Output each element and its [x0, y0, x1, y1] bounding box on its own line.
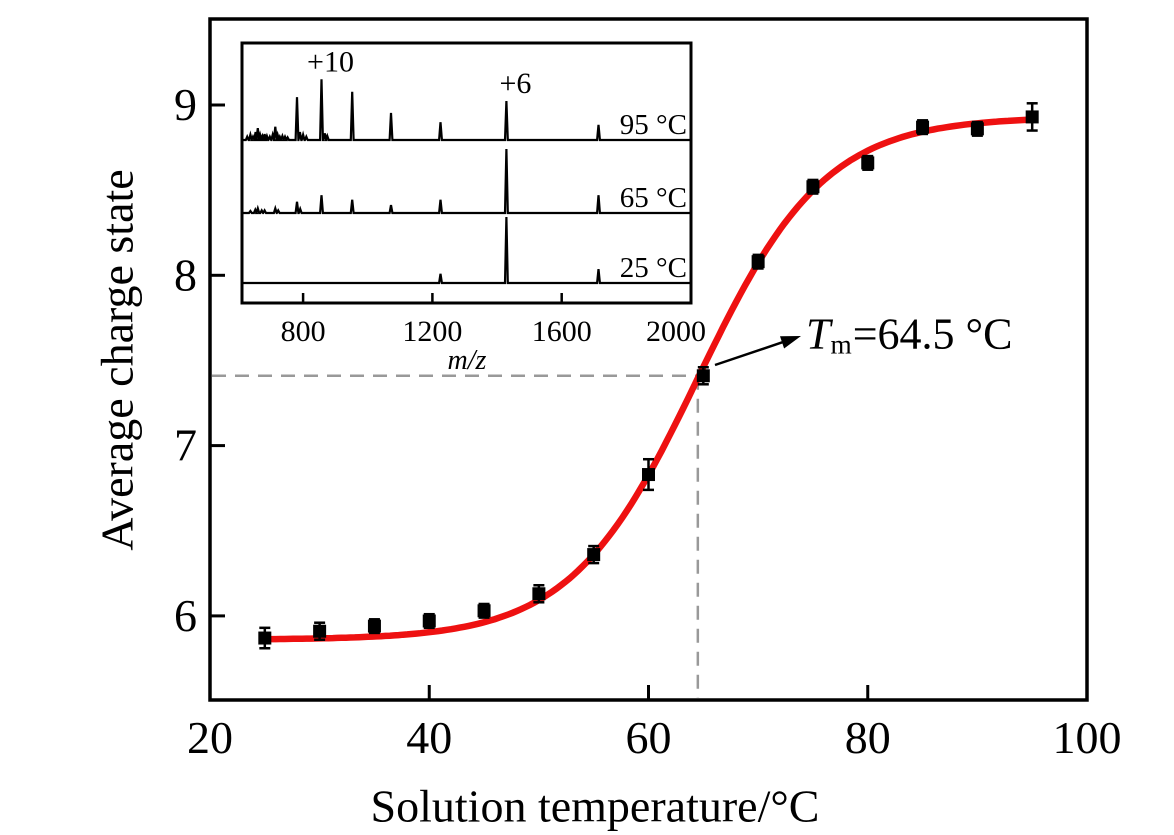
tm-symbol: T: [806, 309, 831, 359]
mass-spectrum-trace: [243, 148, 690, 215]
inset-x-tick-label: 1200: [402, 315, 462, 348]
y-tick-label: 7: [174, 420, 197, 471]
data-point-marker: [313, 624, 327, 638]
data-point-marker: [258, 631, 272, 645]
data-point-marker: [916, 120, 930, 134]
tm-value: =64.5 °C: [852, 309, 1013, 359]
mass-spectrum-trace: [243, 79, 690, 142]
x-tick-label: 20: [187, 712, 233, 763]
y-tick-label: 9: [174, 79, 197, 130]
data-point-marker: [970, 122, 984, 136]
main-plot-frame: [208, 17, 1089, 702]
inset-trace-temperature-label: 65 °C: [620, 182, 687, 214]
annotation-arrow-line: [714, 339, 789, 367]
data-point-marker: [587, 548, 601, 562]
inset-x-tick-label: 800: [281, 315, 326, 348]
data-point-marker: [422, 614, 436, 628]
x-tick-label: 60: [626, 712, 672, 763]
tm-subscript: m: [830, 329, 852, 360]
data-point-marker: [751, 255, 765, 269]
charge-state-peak-label: +6: [499, 67, 531, 100]
data-point-marker: [861, 156, 875, 170]
x-tick-label: 80: [845, 712, 891, 763]
inset-frame: [240, 41, 693, 305]
inset-x-tick-label: 2000: [646, 315, 706, 348]
tm-annotation: Tm=64.5 °C: [806, 309, 1012, 360]
y-axis-title: Average charge state: [91, 169, 143, 551]
inset-trace-temperature-label: 25 °C: [620, 252, 687, 284]
data-point-marker: [367, 619, 381, 633]
inset-trace-temperature-label: 95 °C: [620, 109, 687, 141]
inset-x-axis-title: m/z: [447, 345, 487, 376]
data-point-marker: [532, 587, 546, 601]
data-point-marker: [806, 180, 820, 194]
x-axis-title: Solution temperature/°C: [370, 780, 820, 832]
y-tick-label: 8: [174, 249, 197, 300]
data-point-marker: [642, 468, 655, 482]
data-point-marker: [696, 369, 710, 383]
x-tick-label: 40: [406, 712, 452, 763]
mass-spectrum-trace: [243, 216, 690, 285]
inset-x-tick-label: 1600: [532, 315, 592, 348]
data-point-marker: [1025, 110, 1039, 124]
charge-state-peak-label: +10: [307, 45, 354, 78]
data-point-marker: [477, 604, 491, 618]
y-tick-label: 6: [174, 590, 197, 641]
x-tick-label: 100: [1053, 712, 1122, 763]
annotation-arrow-head: [780, 336, 801, 349]
